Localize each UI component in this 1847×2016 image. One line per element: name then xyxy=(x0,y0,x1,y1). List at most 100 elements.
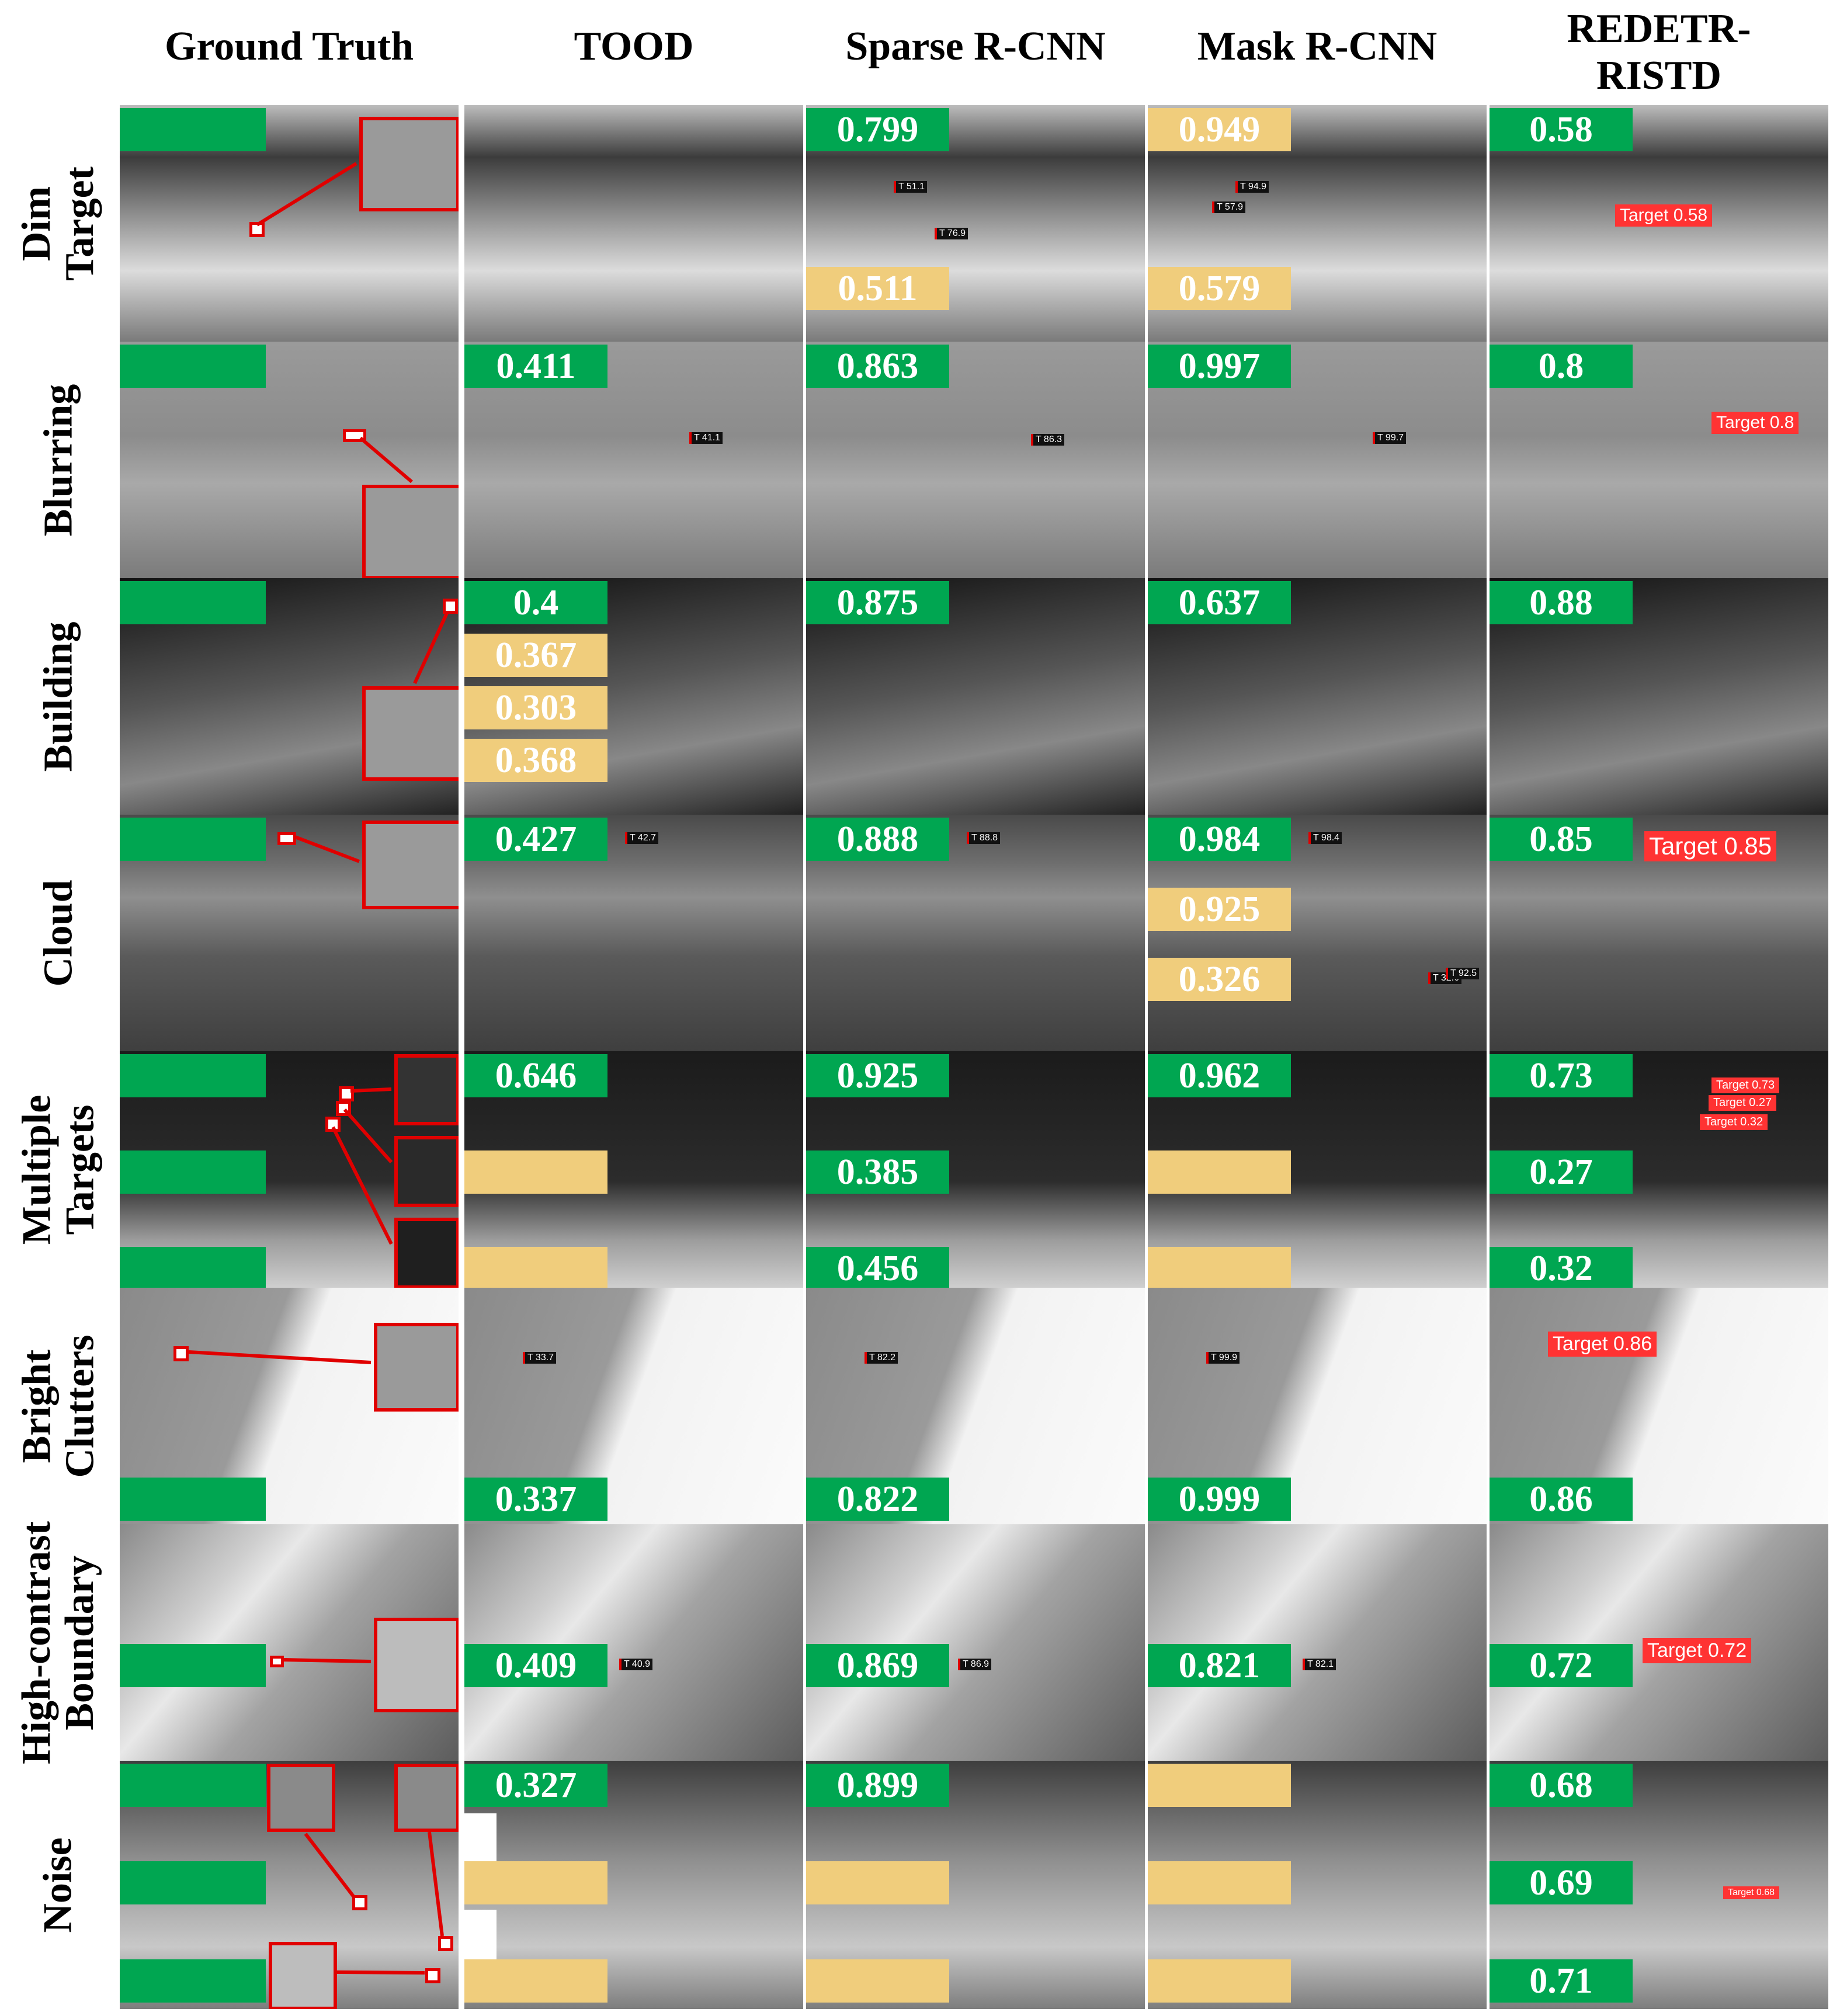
image-sparse-multiple-targets: 0.925 0.385 0.456 xyxy=(806,1051,1145,1288)
gt-label-bar xyxy=(120,1861,266,1904)
score-label: 0.949 xyxy=(1148,108,1291,151)
zoom-inset xyxy=(269,1942,337,2009)
image-gt-cloud xyxy=(120,815,459,1051)
col-header-tood: TOOD xyxy=(574,24,694,69)
col-header-ground-truth: Ground Truth xyxy=(164,24,414,69)
row-header-cloud: Cloud xyxy=(0,815,117,1051)
score-label: 0.984 xyxy=(1148,818,1291,861)
col-header-redetr-ristd: REDETR- RISTD xyxy=(1567,6,1751,98)
image-mask-cloud: 0.984 T 98.4 0.925 0.326 T 32.6 T 92.5 xyxy=(1148,815,1487,1051)
image-sparse-building: 0.875 xyxy=(806,578,1145,815)
score-label: 0.71 xyxy=(1490,1959,1633,2003)
score-label: 0.997 xyxy=(1148,345,1291,388)
image-gt-high-contrast-boundary xyxy=(120,1524,459,1761)
target-box xyxy=(443,599,458,614)
empty-score-bar xyxy=(464,1959,607,2003)
score-label: 0.409 xyxy=(464,1644,607,1687)
empty-score-bar xyxy=(1148,1861,1291,1904)
gt-label-bar xyxy=(120,345,266,388)
image-tood-dim-target xyxy=(464,105,803,342)
image-gt-building xyxy=(120,578,459,815)
row-label: Building xyxy=(36,621,81,771)
row-label: Dim Target xyxy=(14,166,102,281)
gt-label-bar xyxy=(120,1959,266,2003)
empty-score-bar xyxy=(464,1247,607,1288)
white-gap xyxy=(464,1813,497,1863)
gt-label-bar xyxy=(120,1478,266,1521)
target-tag: Target 0.27 xyxy=(1709,1095,1777,1111)
score-label: 0.327 xyxy=(464,1764,607,1807)
gt-label-bar xyxy=(120,1644,266,1687)
score-label: 0.999 xyxy=(1148,1478,1291,1521)
detection-tag: T 76.9 xyxy=(935,228,968,239)
image-sparse-high-contrast-boundary: 0.869 T 86.9 xyxy=(806,1524,1145,1761)
score-label: 0.88 xyxy=(1490,581,1633,624)
target-tag: Target 0.73 xyxy=(1711,1077,1780,1093)
image-redetr-noise: 0.68 0.69 0.71 Target 0.68 xyxy=(1490,1761,1828,2009)
target-box xyxy=(339,1086,354,1101)
score-label: 0.69 xyxy=(1490,1861,1633,1904)
image-gt-noise xyxy=(120,1761,459,2009)
zoom-inset xyxy=(374,1323,459,1412)
row-header-noise: Noise xyxy=(0,1761,117,2009)
image-mask-multiple-targets: 0.962 xyxy=(1148,1051,1487,1288)
score-label: 0.85 xyxy=(1490,818,1633,861)
image-tood-multiple-targets: 0.646 xyxy=(464,1051,803,1288)
score-label: 0.68 xyxy=(1490,1764,1633,1807)
zoom-inset xyxy=(394,1136,459,1207)
image-redetr-building: 0.88 xyxy=(1490,578,1828,815)
detection-tag: T 51.1 xyxy=(894,181,928,193)
score-label: 0.637 xyxy=(1148,581,1291,624)
gt-label-bar xyxy=(120,1150,266,1194)
row-header-bright-clutters: Bright Clutters xyxy=(0,1288,117,1524)
row-header-multiple-targets: Multiple Targets xyxy=(0,1051,117,1288)
red-arrow xyxy=(283,1658,372,1663)
score-label: 0.869 xyxy=(806,1644,949,1687)
score-label: 0.385 xyxy=(806,1150,949,1194)
image-redetr-multiple-targets: 0.73 0.27 0.32 Target 0.73 Target 0.27 T… xyxy=(1490,1051,1828,1288)
image-redetr-dim-target: 0.58 Target 0.58 xyxy=(1490,105,1828,342)
empty-score-bar xyxy=(1148,1150,1291,1194)
empty-score-bar xyxy=(1148,1959,1291,2003)
image-sparse-noise: 0.899 xyxy=(806,1761,1145,2009)
detection-tag: T 94.9 xyxy=(1235,181,1269,193)
row-label: Bright Clutters xyxy=(14,1334,102,1478)
empty-score-bar xyxy=(464,1150,607,1194)
gt-label-bar xyxy=(120,581,266,624)
col-header-mask-rcnn: Mask R-CNN xyxy=(1197,24,1438,69)
image-tood-high-contrast-boundary: 0.409 T 40.9 xyxy=(464,1524,803,1761)
row-label: Multiple Targets xyxy=(14,1094,102,1245)
empty-score-bar xyxy=(464,1861,607,1904)
image-tood-building: 0.4 0.367 0.303 0.368 xyxy=(464,578,803,815)
target-box xyxy=(336,1101,351,1116)
row-header-building: Building xyxy=(0,578,117,815)
detection-tag: T 88.8 xyxy=(967,832,1001,844)
empty-score-bar xyxy=(806,1959,949,2003)
image-tood-blurring: 0.411 T 41.1 xyxy=(464,342,803,578)
detection-tag: T 98.4 xyxy=(1308,832,1342,844)
image-mask-building: 0.637 xyxy=(1148,578,1487,815)
image-sparse-cloud: 0.888 T 88.8 xyxy=(806,815,1145,1051)
score-label: 0.925 xyxy=(1148,888,1291,931)
detection-tag: T 99.7 xyxy=(1373,432,1407,444)
score-label: 0.579 xyxy=(1148,267,1291,310)
target-box xyxy=(173,1346,189,1361)
red-arrow xyxy=(294,835,360,863)
detection-tag: T 40.9 xyxy=(619,1659,653,1670)
image-redetr-high-contrast-boundary: 0.72 Target 0.72 xyxy=(1490,1524,1828,1761)
zoom-inset xyxy=(362,485,459,578)
target-tag: Target 0.86 xyxy=(1548,1332,1657,1357)
target-tag: Target 0.85 xyxy=(1644,831,1777,861)
score-label: 0.822 xyxy=(806,1478,949,1521)
image-mask-dim-target: 0.949 T 94.9 T 57.9 0.579 xyxy=(1148,105,1487,342)
red-arrow xyxy=(188,1350,372,1364)
white-gap xyxy=(464,1910,497,1959)
image-gt-dim-target xyxy=(120,105,459,342)
target-box xyxy=(352,1895,367,1910)
gt-label-bar xyxy=(120,1247,266,1288)
zoom-inset xyxy=(374,1618,459,1712)
image-mask-high-contrast-boundary: 0.821 T 82.1 xyxy=(1148,1524,1487,1761)
image-sparse-dim-target: 0.799 T 51.1 T 76.9 0.511 xyxy=(806,105,1145,342)
score-label: 0.875 xyxy=(806,581,949,624)
score-label: 0.32 xyxy=(1490,1247,1633,1288)
